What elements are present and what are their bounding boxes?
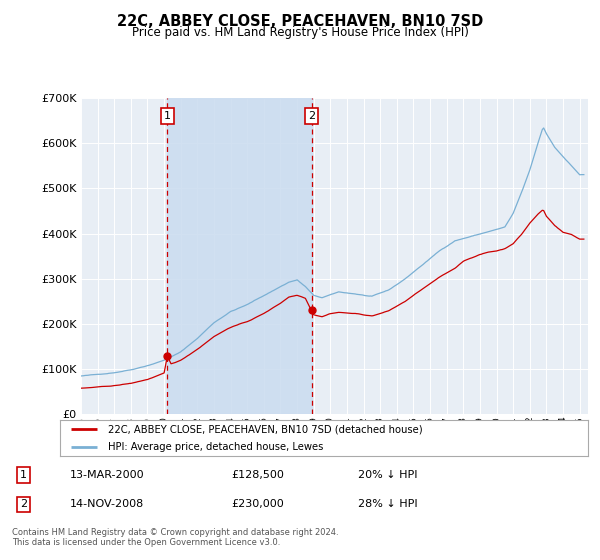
Text: 1: 1: [20, 470, 27, 480]
Text: 22C, ABBEY CLOSE, PEACEHAVEN, BN10 7SD (detached house): 22C, ABBEY CLOSE, PEACEHAVEN, BN10 7SD (…: [107, 424, 422, 434]
Text: 2: 2: [308, 111, 315, 121]
Text: HPI: Average price, detached house, Lewes: HPI: Average price, detached house, Lewe…: [107, 442, 323, 452]
Text: 1: 1: [164, 111, 171, 121]
Text: Contains HM Land Registry data © Crown copyright and database right 2024.
This d: Contains HM Land Registry data © Crown c…: [12, 528, 338, 547]
Text: 14-NOV-2008: 14-NOV-2008: [70, 500, 144, 510]
Text: 2: 2: [20, 500, 27, 510]
Text: £230,000: £230,000: [231, 500, 284, 510]
Text: Price paid vs. HM Land Registry's House Price Index (HPI): Price paid vs. HM Land Registry's House …: [131, 26, 469, 39]
Text: 22C, ABBEY CLOSE, PEACEHAVEN, BN10 7SD: 22C, ABBEY CLOSE, PEACEHAVEN, BN10 7SD: [117, 14, 483, 29]
Bar: [167, 98, 311, 414]
Text: 20% ↓ HPI: 20% ↓ HPI: [358, 470, 417, 480]
Text: 13-MAR-2000: 13-MAR-2000: [70, 470, 144, 480]
Text: £128,500: £128,500: [231, 470, 284, 480]
Text: 28% ↓ HPI: 28% ↓ HPI: [358, 500, 417, 510]
